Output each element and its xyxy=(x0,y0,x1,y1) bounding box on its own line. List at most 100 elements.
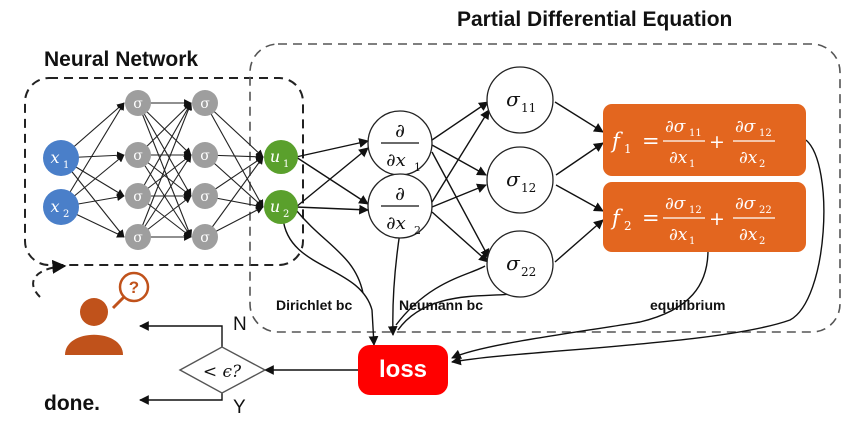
svg-text:∂σ: ∂σ xyxy=(735,194,756,214)
svg-text:σ: σ xyxy=(506,251,521,275)
input-node-subscript: 1 xyxy=(63,160,69,171)
svg-text:∂: ∂ xyxy=(395,120,405,142)
network-edge xyxy=(204,156,264,238)
equilibrium-label: equilibrium xyxy=(650,297,726,313)
svg-text:2: 2 xyxy=(414,224,421,237)
user-icon: ? xyxy=(65,271,150,355)
hidden-node-symbol: σ xyxy=(200,96,210,112)
svg-text:1: 1 xyxy=(689,159,695,170)
output-node-variable: u xyxy=(270,197,280,216)
svg-text:∂σ: ∂σ xyxy=(665,194,686,214)
output-node-subscript: 2 xyxy=(283,209,289,220)
neural-network-group xyxy=(24,77,304,266)
equation-box-f2: f 2 = ∂σ 12 ∂x 1 + ∂σ 22 ∂x 2 xyxy=(603,182,806,252)
svg-text:∂x: ∂x xyxy=(386,150,405,171)
svg-text:+: + xyxy=(709,131,725,153)
output-node-variable: u xyxy=(270,147,280,166)
hidden-node: σ xyxy=(192,224,218,250)
hidden-node-symbol: σ xyxy=(133,148,143,164)
svg-text:∂σ: ∂σ xyxy=(735,117,756,137)
stress-node-11: σ 11 xyxy=(486,66,554,134)
network-edge xyxy=(204,102,264,158)
stress-node-12: σ 12 xyxy=(486,146,554,214)
svg-text:σ: σ xyxy=(506,87,521,111)
svg-text:12: 12 xyxy=(689,205,702,216)
hidden-node: σ xyxy=(125,90,151,116)
svg-text:∂: ∂ xyxy=(395,183,405,205)
stress-to-equation-connections xyxy=(554,101,604,263)
svg-text:11: 11 xyxy=(521,101,536,115)
svg-text:=: = xyxy=(642,206,660,230)
svg-text:22: 22 xyxy=(759,205,772,216)
pde-title: Partial Differential Equation xyxy=(457,8,733,31)
svg-text:+: + xyxy=(709,208,725,230)
svg-text:1: 1 xyxy=(624,142,632,156)
hidden-node-symbol: σ xyxy=(200,189,210,205)
svg-text:2: 2 xyxy=(624,219,632,233)
network-edge xyxy=(137,102,193,238)
network-edge xyxy=(137,102,192,197)
hidden-node: σ xyxy=(192,90,218,116)
input-node-variable: x xyxy=(50,197,59,216)
svg-text:1: 1 xyxy=(689,236,695,247)
hidden-node-symbol: σ xyxy=(133,96,143,112)
hidden-node-symbol: σ xyxy=(133,230,143,246)
yes-label: Y xyxy=(233,397,246,418)
svg-text:f: f xyxy=(610,206,623,230)
hidden-node: σ xyxy=(192,183,218,209)
svg-text:12: 12 xyxy=(759,128,772,139)
network-edge xyxy=(60,102,125,208)
svg-text:11: 11 xyxy=(689,128,702,139)
derivative-node-2: ∂ ∂x 2 xyxy=(367,173,433,239)
svg-text:22: 22 xyxy=(521,265,536,279)
output-node-subscript: 1 xyxy=(283,159,289,170)
hidden-node-symbol: σ xyxy=(133,189,143,205)
svg-text:∂x: ∂x xyxy=(739,225,758,245)
derivative-to-stress-connections xyxy=(431,101,490,263)
no-label: N xyxy=(233,314,247,335)
neural-network-title: Neural Network xyxy=(44,48,199,71)
svg-text:∂x: ∂x xyxy=(739,148,758,168)
svg-text:∂x: ∂x xyxy=(386,213,405,234)
svg-text:1: 1 xyxy=(414,161,421,174)
svg-text:f: f xyxy=(610,129,623,153)
svg-text:σ: σ xyxy=(506,167,521,191)
hidden-node: σ xyxy=(125,224,151,250)
question-icon: ? xyxy=(129,278,139,297)
svg-text:2: 2 xyxy=(759,236,765,247)
hidden-node-symbol: σ xyxy=(200,230,210,246)
derivative-node-1: ∂ ∂x 1 xyxy=(367,110,433,176)
svg-text:12: 12 xyxy=(521,181,536,195)
svg-text:∂x: ∂x xyxy=(669,225,688,245)
equation-box-f1: f 1 = ∂σ 11 ∂x 1 + ∂σ 12 ∂x 2 xyxy=(603,104,806,176)
neumann-bc-label: Neumann bc xyxy=(399,297,484,313)
input-node-variable: x xyxy=(50,148,59,167)
output-to-derivative-connections xyxy=(295,138,369,215)
network-edge xyxy=(204,102,264,208)
input-node-subscript: 2 xyxy=(63,209,69,220)
svg-text:∂x: ∂x xyxy=(669,148,688,168)
hidden-node: σ xyxy=(192,142,218,168)
hidden-node: σ xyxy=(125,142,151,168)
svg-text:2: 2 xyxy=(759,159,765,170)
done-label: done. xyxy=(44,392,100,415)
network-connections xyxy=(60,99,264,241)
pde-group xyxy=(249,43,841,333)
decision-condition: < ϵ? xyxy=(203,362,242,382)
boundary-condition-curves xyxy=(282,139,825,366)
loss-box: loss xyxy=(358,345,448,395)
stress-node-22: σ 22 xyxy=(486,230,554,298)
network-edge xyxy=(137,154,192,238)
svg-text:∂σ: ∂σ xyxy=(665,117,686,137)
svg-text:=: = xyxy=(642,129,660,153)
hidden-node: σ xyxy=(125,183,151,209)
decision-diamond xyxy=(178,346,267,394)
decision-flow-lines xyxy=(139,321,358,405)
feedback-dashed-arrow xyxy=(32,259,67,298)
